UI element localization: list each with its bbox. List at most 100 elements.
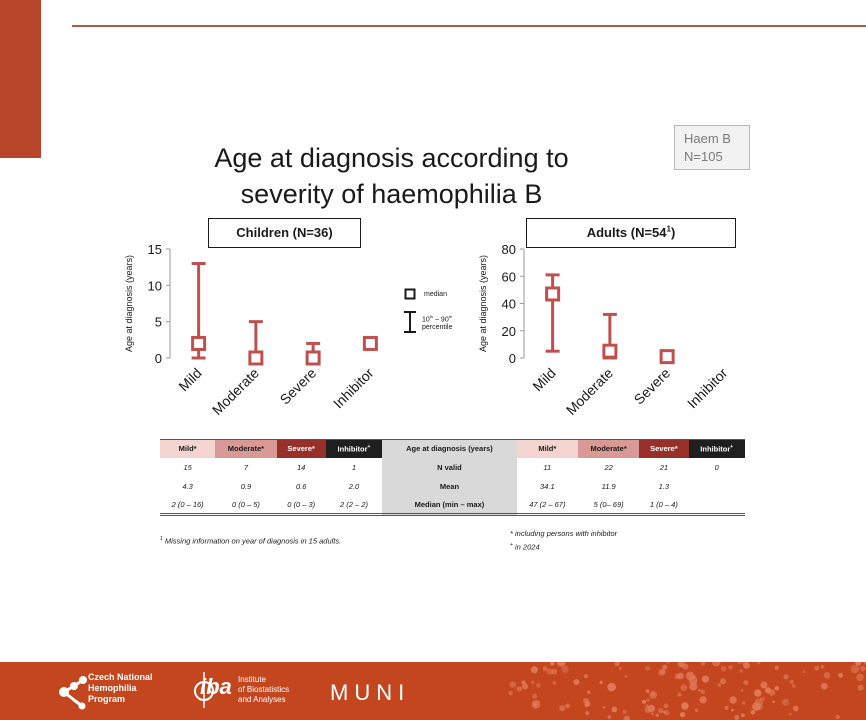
dot	[556, 662, 566, 667]
dot	[740, 689, 744, 692]
dot	[583, 674, 588, 679]
adults-panel-label: Adults (N=541)	[526, 218, 736, 248]
dot	[742, 701, 746, 705]
dot	[789, 712, 792, 716]
dot	[783, 674, 789, 680]
y-tick-label: 5	[155, 315, 162, 330]
table-cell-adults	[689, 496, 746, 515]
slide-title: Age at diagnosis according to severity o…	[160, 140, 623, 212]
iba-logo-mark: iba	[200, 674, 232, 699]
dot	[750, 709, 756, 715]
table-cell-children: 2.0	[348, 481, 360, 491]
dot	[860, 666, 866, 672]
table-cell-children: 0 (0 – 3)	[287, 499, 316, 509]
col-center-label: Age at diagnosis (years)	[382, 439, 517, 458]
legend-median: median	[424, 291, 447, 298]
dot	[586, 690, 591, 695]
col-children-severe: Severe*	[276, 439, 326, 458]
dot	[717, 683, 722, 687]
table-cell-children: 4.3	[182, 481, 193, 491]
col-children-mild: Mild*	[160, 439, 216, 458]
dot	[857, 684, 864, 691]
footer-bar: Czech National Hemophilia Program iba In…	[0, 662, 866, 720]
table-row: 2 (0 – 16) 0 (0 – 5) 0 (0 – 3) 2 (2 – 2) Med…	[160, 495, 746, 515]
dot	[666, 662, 670, 664]
dot	[693, 675, 696, 678]
dot	[645, 665, 651, 671]
table-header-row: Mild* Moderate* Severe* Inhibitor+ Age a…	[160, 439, 745, 458]
dot	[743, 680, 749, 686]
dot	[614, 662, 620, 667]
dot	[552, 680, 557, 685]
iba-line-2: of Biostatistics	[238, 685, 290, 694]
dot	[658, 708, 664, 714]
dot	[623, 715, 631, 720]
y-tick-label: 40	[502, 297, 516, 312]
header-rule	[72, 25, 866, 27]
decorative-dot-pattern	[508, 662, 866, 720]
dot	[622, 709, 627, 715]
cnhp-line-2: Hemophilia	[88, 683, 137, 693]
dot	[662, 664, 668, 670]
table-cell-children: 0.9	[240, 481, 252, 491]
children-chart: Age at diagnosis (years) 0 5 10 15 Mild Modera…	[124, 242, 378, 418]
legend-range-sup1: th	[429, 314, 434, 319]
table-cell-adults: 0	[714, 462, 719, 472]
dot	[599, 680, 603, 685]
footnote-missing-text: Missing information on year of diagnosis…	[162, 536, 342, 546]
legend-range-percentile: percentile	[422, 324, 453, 332]
dot	[585, 701, 591, 707]
dot	[731, 708, 734, 712]
dot	[760, 681, 768, 689]
table-cell-children: 14	[297, 462, 306, 472]
median-marker	[659, 349, 675, 365]
dot	[677, 692, 682, 697]
dot	[774, 685, 780, 691]
dot	[789, 679, 794, 684]
dot	[720, 666, 727, 672]
dot	[509, 681, 517, 688]
dot	[550, 662, 555, 666]
y-tick-label: 10	[148, 278, 162, 293]
col-adults-inhibitor-text: Inhibitor	[700, 444, 731, 454]
dot	[743, 662, 750, 669]
dot	[755, 703, 763, 711]
x-category-label: Severe	[277, 365, 320, 408]
col-children-inhibitor: Inhibitor+	[325, 439, 383, 458]
table-cell-adults: 22	[604, 462, 613, 472]
dot	[573, 679, 580, 685]
y-tick-label: 15	[148, 242, 162, 257]
col-adults-inhibitor-sup: +	[730, 444, 734, 450]
haem-badge-line1: Haem B	[684, 131, 731, 146]
cnhp-line-3: Program	[88, 694, 126, 704]
iba-logo-icon	[194, 672, 214, 708]
dot	[680, 684, 688, 692]
legend-range-mid: – 90	[433, 316, 449, 324]
dot	[663, 710, 667, 714]
dot	[729, 696, 737, 704]
table-cell-adults: 1.3	[658, 481, 670, 491]
footnote-inhibitor: * including persons with inhibitor	[510, 529, 618, 538]
dot	[646, 689, 650, 693]
table-cell-children: 0.6	[295, 481, 307, 491]
dot	[645, 698, 650, 702]
y-tick-label: 60	[502, 269, 516, 284]
dot	[700, 689, 706, 695]
x-category-label: Mild	[529, 365, 558, 394]
dot	[772, 700, 775, 704]
title-line-2: severity of haemophilia B	[240, 179, 543, 209]
y-axis-title: Age at diagnosis (years)	[124, 255, 134, 352]
dot	[754, 689, 762, 697]
dot	[522, 683, 529, 690]
dot	[699, 696, 707, 704]
table-cell-children: 1	[351, 462, 357, 472]
dot	[835, 714, 840, 720]
x-category-label: Inhibitor	[684, 365, 731, 412]
dot	[530, 666, 538, 674]
median-marker	[602, 343, 618, 359]
dot	[712, 662, 721, 667]
dot	[782, 698, 789, 706]
dot	[624, 675, 628, 678]
dot	[542, 666, 548, 672]
median-marker	[248, 350, 264, 366]
